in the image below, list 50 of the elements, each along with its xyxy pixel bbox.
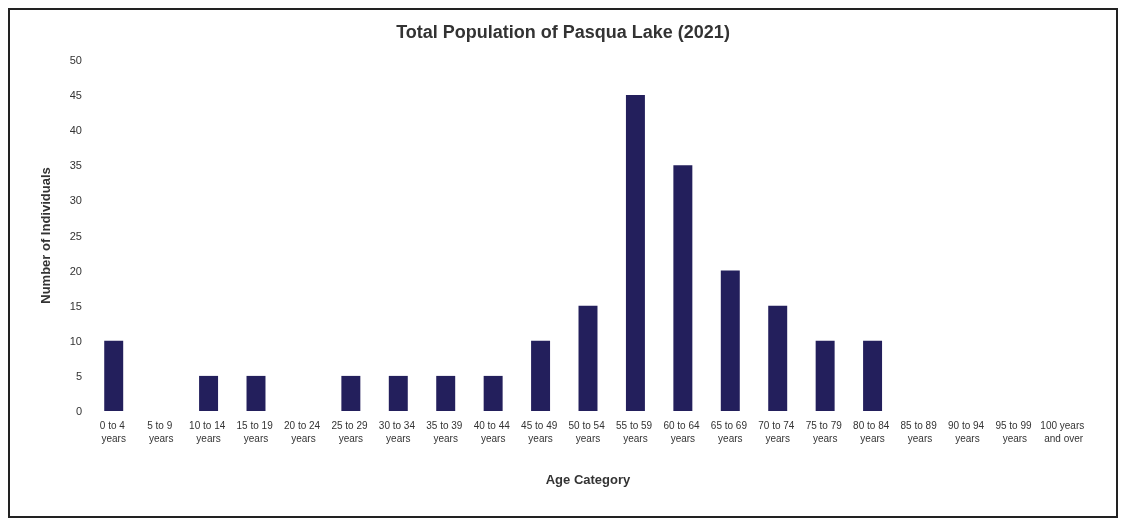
y-tick-label: 20 <box>69 264 82 277</box>
x-tick-label: 25 to 29 years <box>331 420 371 444</box>
x-tick-label: 95 to 99 years <box>995 420 1035 444</box>
x-tick-label: 70 to 74 years <box>758 420 798 444</box>
bar <box>388 375 408 411</box>
x-tick-label: 15 to 19 years <box>236 420 276 444</box>
y-tick-label: 40 <box>69 124 82 137</box>
y-tick-label: 10 <box>69 334 82 347</box>
chart-title: Total Population of Pasqua Lake (2021) <box>396 22 730 42</box>
y-tick-label: 25 <box>69 229 82 242</box>
x-tick-label: 0 to 4 years <box>99 420 128 444</box>
x-tick-label: 55 to 59 years <box>615 420 655 444</box>
bar <box>246 375 266 411</box>
bar <box>483 375 503 411</box>
x-tick-label: 10 to 14 years <box>189 420 229 444</box>
x-tick-label: 50 to 54 years <box>568 420 608 444</box>
x-tick-label: 45 to 49 years <box>521 420 561 444</box>
y-tick-label: 15 <box>69 299 82 312</box>
bar <box>625 95 645 411</box>
x-tick-label: 40 to 44 years <box>473 420 513 444</box>
bar <box>341 375 361 411</box>
x-axis-title: Age Category <box>545 472 632 487</box>
x-tick-label: 35 to 39 years <box>426 420 466 444</box>
bar <box>531 340 551 411</box>
y-tick-label: 5 <box>75 369 82 382</box>
bar <box>720 270 740 411</box>
x-tick-label: 85 to 89 years <box>900 420 940 444</box>
bar <box>673 165 693 411</box>
bar <box>815 340 835 411</box>
bar <box>104 340 124 411</box>
bar <box>578 305 598 411</box>
x-tick-label: 60 to 64 years <box>663 420 703 444</box>
x-tick-label: 100 years and over <box>1040 420 1085 444</box>
y-tick-label: 35 <box>69 159 82 172</box>
y-tick-label: 45 <box>69 89 82 102</box>
bar <box>768 305 788 411</box>
y-tick-label: 50 <box>69 54 82 66</box>
x-tick-label: 75 to 79 years <box>805 420 845 444</box>
bar <box>199 375 219 411</box>
bar <box>436 375 456 411</box>
x-tick-label: 5 to 9 years <box>147 420 176 444</box>
x-tick-label: 30 to 34 years <box>378 420 418 444</box>
x-tick-label: 80 to 84 years <box>853 420 893 444</box>
x-tick-label: 65 to 69 years <box>710 420 750 444</box>
x-tick-label: 90 to 94 years <box>947 420 987 444</box>
y-tick-label: 0 <box>75 405 82 417</box>
x-tick-label: 20 to 24 years <box>283 420 323 444</box>
y-tick-label: 30 <box>69 194 82 207</box>
bar <box>863 340 883 411</box>
y-axis-title: Number of Individuals <box>38 167 53 304</box>
